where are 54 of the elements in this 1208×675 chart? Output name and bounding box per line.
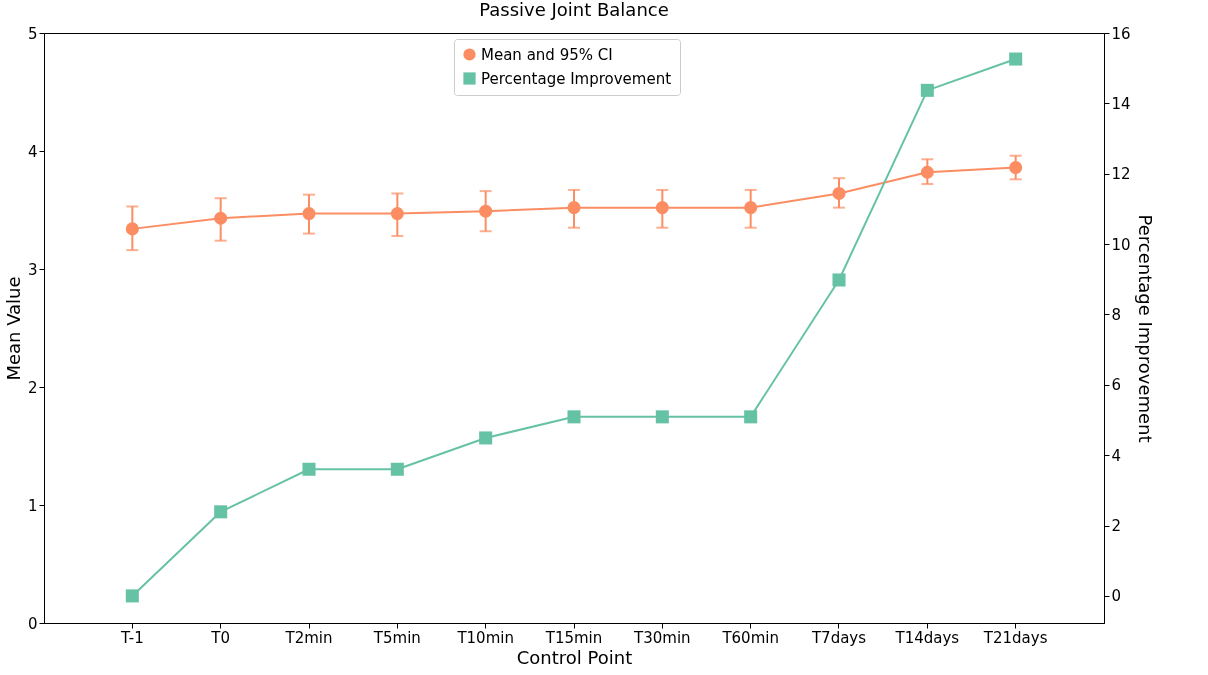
- x-tick-label: T2min: [284, 628, 333, 647]
- point: [125, 589, 139, 603]
- x-tick-label: T10min: [456, 628, 514, 647]
- point: [832, 273, 846, 287]
- legend-label: Mean and 95% CI: [481, 45, 613, 64]
- y-tick-label: 5: [27, 24, 38, 43]
- y2-tick-label: 12: [1111, 165, 1131, 184]
- x-tick-label: T30min: [633, 628, 691, 647]
- point: [567, 201, 581, 215]
- point: [567, 410, 581, 424]
- y2-tick-label: 0: [1111, 587, 1122, 606]
- y2-tick-label: 14: [1111, 94, 1131, 113]
- y-tick-label: 3: [27, 260, 38, 279]
- x-tick-label: T60min: [721, 628, 779, 647]
- y2-tick-label: 2: [1111, 517, 1122, 536]
- x-axis-title: Control Point: [516, 646, 633, 668]
- point: [832, 186, 846, 200]
- point: [920, 165, 934, 179]
- x-tick-label: T14days: [894, 628, 960, 647]
- point: [390, 462, 404, 476]
- y-tick-label: 1: [27, 496, 38, 515]
- chart-title: Passive Joint Balance: [479, 0, 669, 20]
- point: [1009, 52, 1023, 66]
- point: [302, 462, 316, 476]
- x-tick-label: T7days: [810, 628, 867, 647]
- point: [479, 204, 493, 218]
- point: [744, 201, 758, 215]
- x-tick-label: T5min: [372, 628, 421, 647]
- y2-tick-label: 4: [1111, 446, 1122, 465]
- y2-axis-title: Percentage Improvement: [1134, 214, 1156, 443]
- point: [655, 201, 669, 215]
- point: [214, 505, 228, 519]
- point: [214, 211, 228, 225]
- point: [390, 207, 404, 221]
- y-tick-label: 2: [27, 378, 38, 397]
- point: [744, 410, 758, 424]
- point: [125, 222, 139, 236]
- y2-tick-label: 16: [1111, 24, 1131, 43]
- x-tick-label: T-1: [119, 628, 144, 647]
- legend-label: Percentage Improvement: [481, 69, 672, 88]
- y-axis-title: Mean Value: [2, 276, 24, 381]
- y2-tick-label: 6: [1111, 376, 1122, 395]
- point: [655, 410, 669, 424]
- y2-tick-label: 8: [1111, 305, 1122, 324]
- x-tick-label: T15min: [544, 628, 603, 647]
- point: [920, 83, 934, 97]
- point: [479, 431, 493, 445]
- point: [1009, 161, 1023, 175]
- y2-tick-label: 10: [1111, 235, 1131, 254]
- y-tick-label: 0: [27, 614, 38, 633]
- y-tick-label: 4: [27, 142, 38, 161]
- x-tick-label: T21days: [982, 628, 1048, 647]
- x-tick-label: T0: [210, 628, 231, 647]
- point: [302, 207, 316, 221]
